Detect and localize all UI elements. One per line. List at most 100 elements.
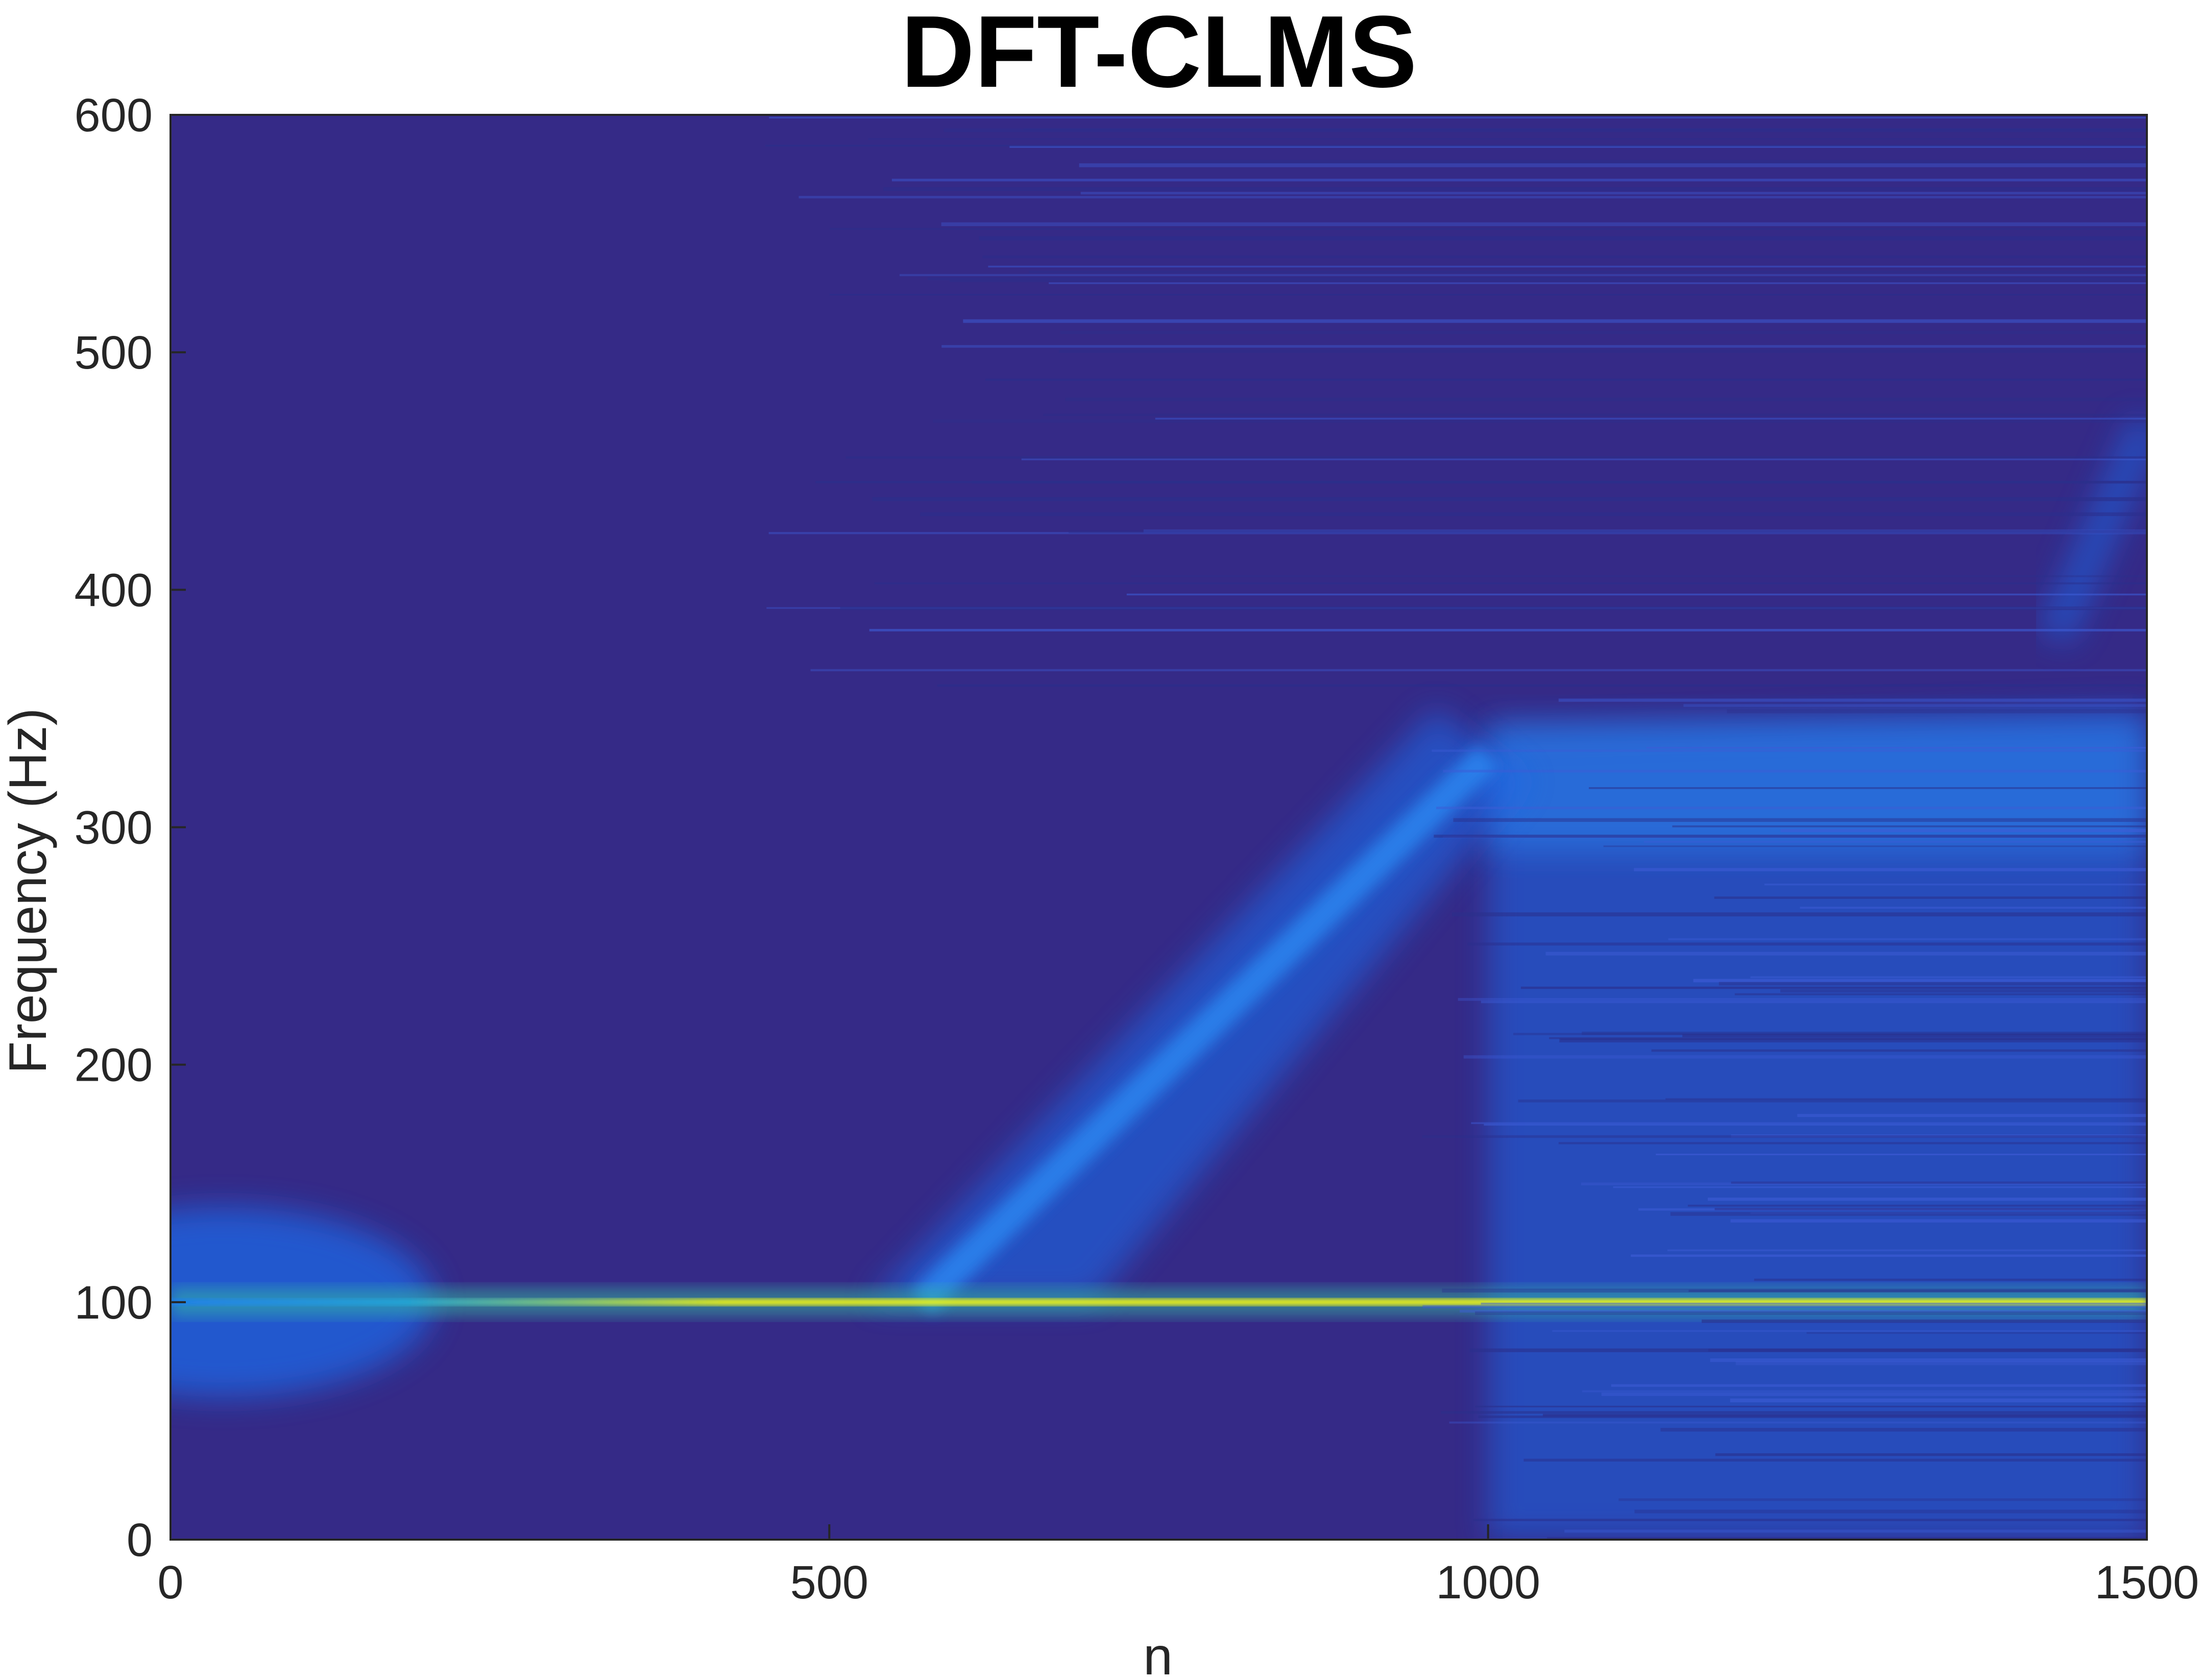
texture-stripe [1646,747,2147,749]
y-axis-label: Frequency (Hz) [0,708,58,1074]
texture-stripe [1656,1153,2147,1156]
plot-area [171,115,2147,1540]
texture-stripe [845,456,2147,459]
texture-stripe [1693,979,2147,983]
texture-stripe [1611,1384,2147,1387]
texture-stripe [949,280,2147,282]
texture-stripe [899,274,2147,276]
texture-stripe [1049,282,2147,284]
texture-stripe [1665,1098,2147,1100]
texture-stripe [1422,1305,2147,1308]
texture-stripe [1469,1348,2147,1352]
texture-stripe [1750,976,2147,979]
texture-stripe [1750,1212,2147,1214]
texture-stripe [985,378,2147,381]
texture-stripe [829,294,2147,296]
texture-stripe [1126,593,2147,596]
texture-stripe [1043,413,2147,416]
texture-stripe [765,144,2147,147]
texture-stripe [1734,993,2147,995]
texture-stripe [1009,145,2147,148]
texture-stripe [1471,1122,2147,1124]
texture-stripe [768,532,2147,534]
texture-stripe [1021,458,2147,460]
texture-stripe [1589,787,2147,789]
heatmap-stripes [765,116,2147,1540]
texture-stripe [1449,1421,2147,1424]
texture-stripe [1634,868,2147,871]
texture-stripe [1130,575,2147,577]
texture-stripe [1443,769,2147,773]
texture-stripe [941,222,2147,226]
texture-stripe [1719,982,2147,986]
texture-stripe [982,255,2147,259]
texture-stripe [1667,1249,2147,1252]
texture-stripe [1452,912,2147,917]
texture-stripe [1660,1428,2147,1432]
texture-stripe [1459,1309,2147,1313]
texture-stripe [1582,1031,2147,1035]
texture-stripe [1558,1142,2147,1145]
texture-stripe [943,128,2147,132]
texture-stripe [1068,530,2147,534]
texture-stripe [1730,1219,2147,1223]
y-tick-label: 200 [75,1039,153,1091]
texture-stripe [1764,883,2147,886]
texture-stripe [815,481,2147,483]
y-tick-label: 100 [75,1277,153,1329]
texture-stripe [1683,704,2147,707]
texture-stripe [1559,1038,2147,1042]
texture-stripe [1155,418,2147,420]
y-tick-label: 0 [127,1514,153,1566]
texture-stripe [1552,1330,2147,1332]
texture-stripe [1731,1134,2147,1138]
texture-stripe [872,497,2147,501]
texture-stripe [1143,529,2147,533]
texture-stripe [941,345,2147,348]
texture-stripe [1731,1181,2147,1184]
texture-stripe [874,582,2147,585]
texture-stripe [1481,1302,2147,1305]
texture-stripe [1581,1182,2147,1186]
texture-stripe [868,138,2147,140]
texture-stripe [1714,1208,2147,1210]
texture-stripe [979,236,2147,240]
texture-stripe [1442,1288,2147,1293]
texture-stripe [1441,1411,2147,1414]
texture-stripe [1613,1186,2147,1188]
texture-stripe [972,480,2147,484]
texture-stripe [1523,1458,2147,1462]
texture-stripe [1079,163,2147,167]
texture-stripe [1475,1405,2147,1407]
texture-stripe [1727,709,2147,714]
texture-stripe [1129,160,2147,164]
texture-stripe [1549,1037,2147,1039]
texture-stripe [937,684,2147,687]
tone-line [171,1299,2147,1305]
texture-stripe [810,669,2147,671]
texture-stripe [1797,1114,2147,1117]
x-tick-label: 1000 [1436,1556,1540,1609]
texture-stripe [869,629,2147,631]
texture-stripe [1710,1358,2147,1362]
texture-stripe [1643,841,2147,843]
texture-stripe [1634,1509,2147,1514]
texture-stripe [988,265,2147,267]
texture-stripe [1513,1033,2147,1035]
texture-stripe [1688,1289,2147,1292]
x-tick-label: 0 [157,1556,183,1609]
texture-stripe [1436,807,2147,810]
texture-stripe [769,116,2147,119]
texture-stripe [1780,829,2147,833]
texture-stripe [1547,1537,2147,1540]
texture-stripe [1058,349,2147,353]
y-tick-label: 500 [75,327,153,379]
texture-stripe [1754,1278,2147,1281]
texture-stripe [1670,1212,2147,1216]
texture-stripe [1800,907,2147,909]
texture-stripe [1542,1414,2147,1417]
texture-stripe [1601,1392,2147,1396]
texture-stripe [1715,1453,2147,1456]
texture-stripe [1735,1361,2147,1366]
